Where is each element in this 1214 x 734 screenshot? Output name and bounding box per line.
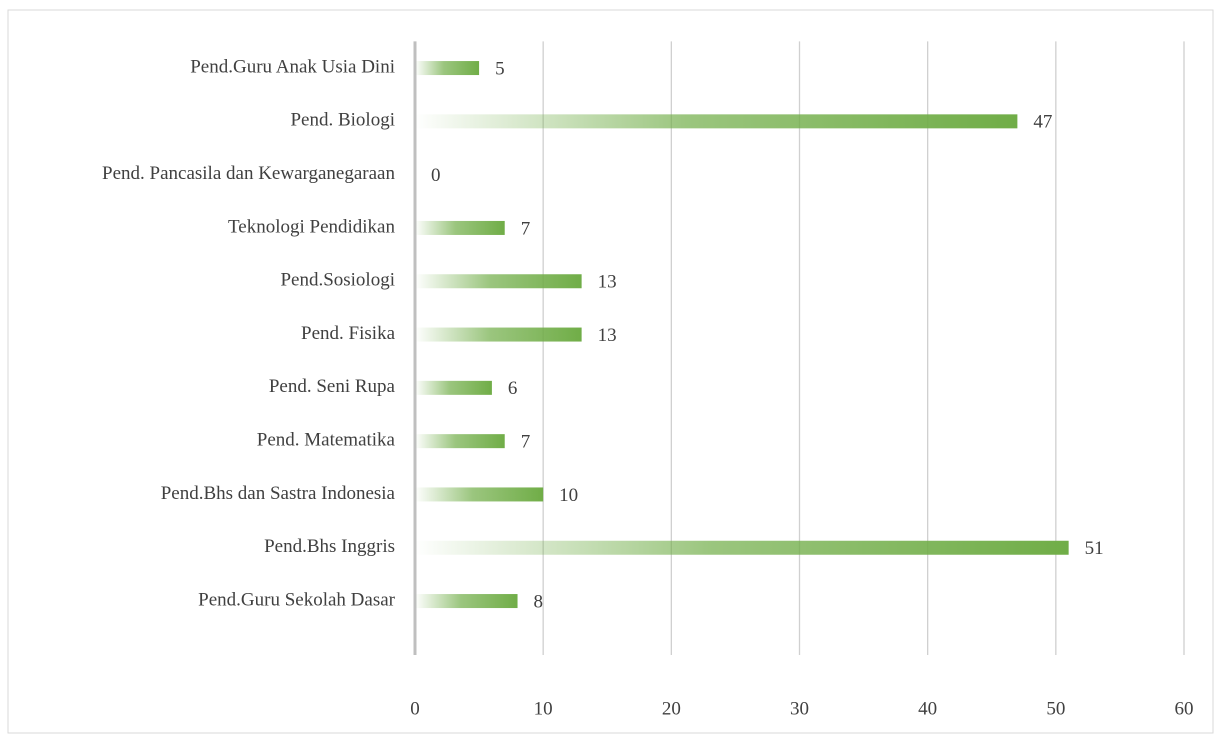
y-tick-label: Pend.Bhs dan Sastra Indonesia [161, 483, 396, 504]
x-tick-label: 30 [790, 698, 809, 719]
y-tick-label: Pend.Bhs Inggris [264, 536, 395, 557]
x-tick-label: 60 [1175, 698, 1194, 719]
bar [415, 380, 492, 395]
value-label: 6 [508, 378, 518, 399]
x-tick-label: 40 [918, 698, 937, 719]
value-label: 0 [431, 165, 441, 186]
x-tick-label: 10 [534, 698, 553, 719]
y-tick-label: Pend. Biologi [290, 110, 395, 131]
value-label: 8 [534, 591, 544, 612]
value-label: 51 [1085, 538, 1104, 559]
chart-border [7, 9, 1214, 734]
y-tick-label: Pend. Pancasila dan Kewarganegaraan [102, 163, 395, 184]
y-tick-label: Pend. Matematika [257, 430, 396, 451]
y-tick-label: Pend. Fisika [301, 323, 396, 344]
value-label: 47 [1033, 112, 1052, 133]
value-label: 10 [559, 485, 578, 506]
y-tick-label: Pend. Seni Rupa [269, 376, 396, 397]
y-tick-label: Pend.Guru Sekolah Dasar [198, 589, 395, 610]
bar [415, 540, 1069, 555]
bar [415, 220, 505, 235]
bar [415, 61, 480, 76]
bar [415, 327, 582, 342]
x-tick-label: 0 [410, 698, 420, 719]
y-tick-label: Pend.Sosiologi [280, 270, 395, 291]
value-label: 7 [521, 218, 531, 239]
y-tick-label: Teknologi Pendidikan [228, 216, 396, 237]
value-label: 13 [598, 325, 617, 346]
y-tick-label: Pend.Guru Anak Usia Dini [190, 56, 395, 77]
bar [415, 594, 518, 609]
x-tick-label: 50 [1046, 698, 1065, 719]
bar [415, 434, 505, 449]
value-label: 13 [598, 272, 617, 293]
x-tick-label: 20 [662, 698, 681, 719]
bar [415, 274, 582, 289]
value-label: 7 [521, 432, 531, 453]
bar [415, 487, 544, 502]
value-label: 5 [495, 58, 505, 79]
bar [415, 114, 1018, 129]
